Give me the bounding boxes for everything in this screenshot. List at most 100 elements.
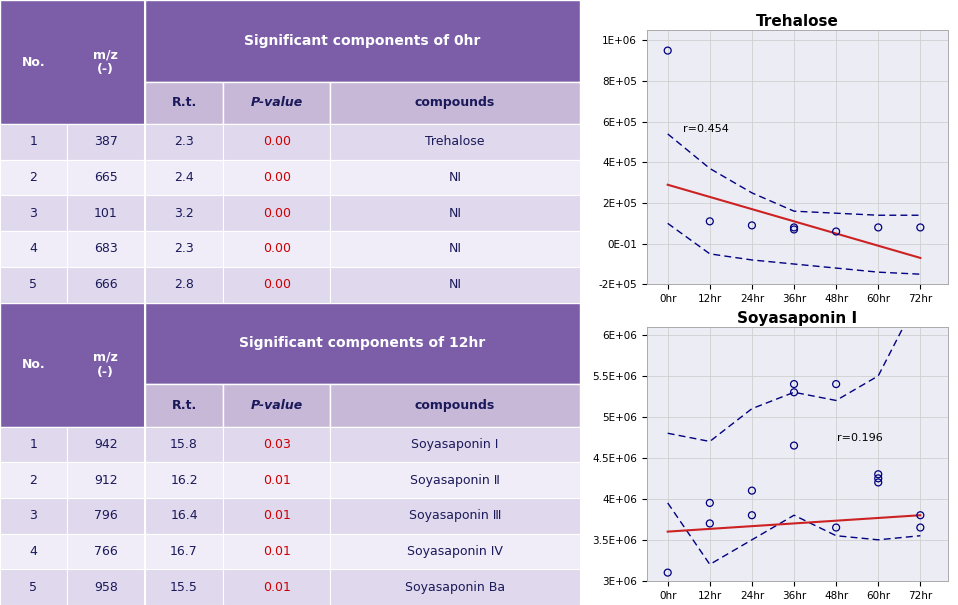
Text: 2: 2 — [30, 171, 37, 184]
Bar — [223, 498, 331, 534]
Text: NI: NI — [448, 171, 462, 184]
Text: 0.01: 0.01 — [262, 545, 290, 558]
Bar — [0, 534, 67, 569]
Bar — [223, 195, 331, 231]
Point — [871, 469, 886, 479]
Bar — [223, 82, 331, 124]
Bar — [0, 124, 67, 160]
Text: r=0.196: r=0.196 — [836, 433, 882, 443]
Text: 3.2: 3.2 — [174, 207, 194, 220]
Bar — [0, 0, 145, 124]
Text: 2: 2 — [30, 474, 37, 486]
Point — [660, 46, 675, 56]
Bar — [331, 124, 580, 160]
Text: 15.8: 15.8 — [171, 438, 198, 451]
Text: m/z
(-): m/z (-) — [93, 48, 118, 76]
Text: R.t.: R.t. — [171, 96, 196, 110]
Point — [871, 477, 886, 487]
Bar — [223, 160, 331, 195]
Bar — [145, 569, 223, 605]
Text: 4: 4 — [30, 545, 37, 558]
Bar — [223, 534, 331, 569]
Text: r=0.454: r=0.454 — [683, 124, 729, 134]
Text: 2.3: 2.3 — [174, 243, 194, 255]
Bar — [331, 498, 580, 534]
Text: 4: 4 — [30, 243, 37, 255]
Bar — [145, 427, 223, 462]
Text: P-value: P-value — [251, 96, 303, 110]
Bar — [223, 124, 331, 160]
Text: 0.01: 0.01 — [262, 474, 290, 486]
Text: Significant components of 12hr: Significant components of 12hr — [240, 336, 486, 350]
Bar — [145, 0, 580, 82]
Bar — [331, 195, 580, 231]
Point — [829, 379, 844, 389]
Bar — [223, 267, 331, 302]
Bar — [0, 569, 67, 605]
Text: P-value: P-value — [251, 399, 303, 412]
Text: 0.01: 0.01 — [262, 581, 290, 594]
Bar — [145, 302, 580, 384]
Text: 16.4: 16.4 — [171, 509, 198, 522]
Text: 0.00: 0.00 — [262, 278, 291, 291]
Point — [829, 523, 844, 532]
Bar — [331, 569, 580, 605]
Bar — [223, 231, 331, 267]
Text: NI: NI — [448, 278, 462, 291]
Bar — [67, 534, 145, 569]
Text: Trehalose: Trehalose — [425, 136, 485, 148]
Text: 3: 3 — [30, 509, 37, 522]
Point — [787, 224, 802, 234]
Text: 0.00: 0.00 — [262, 243, 291, 255]
Point — [744, 511, 760, 520]
Bar — [67, 160, 145, 195]
Bar — [0, 160, 67, 195]
Text: 0.00: 0.00 — [262, 136, 291, 148]
Text: 2.8: 2.8 — [174, 278, 194, 291]
Bar — [331, 534, 580, 569]
Point — [871, 223, 886, 232]
Bar — [145, 195, 223, 231]
Point — [702, 518, 718, 528]
Point — [660, 567, 675, 577]
Bar — [0, 462, 67, 498]
Bar — [145, 384, 223, 427]
Bar — [67, 124, 145, 160]
Point — [787, 440, 802, 450]
Bar — [67, 427, 145, 462]
Bar — [331, 231, 580, 267]
Point — [913, 223, 928, 232]
Text: R.t.: R.t. — [171, 399, 196, 412]
Bar — [145, 498, 223, 534]
Text: 101: 101 — [94, 207, 118, 220]
Text: Soyasaponin Ⅱ: Soyasaponin Ⅱ — [410, 474, 500, 486]
Bar — [0, 231, 67, 267]
Bar — [67, 195, 145, 231]
Bar — [145, 82, 223, 124]
Text: NI: NI — [448, 243, 462, 255]
Bar — [67, 267, 145, 302]
Point — [913, 523, 928, 532]
Point — [744, 221, 760, 231]
Text: 666: 666 — [94, 278, 118, 291]
Bar — [331, 384, 580, 427]
Bar — [67, 462, 145, 498]
Bar — [145, 124, 223, 160]
Point — [829, 227, 844, 237]
Text: No.: No. — [21, 358, 45, 371]
Text: No.: No. — [21, 56, 45, 68]
Text: 3: 3 — [30, 207, 37, 220]
Title: Trehalose: Trehalose — [756, 14, 839, 29]
Bar — [223, 569, 331, 605]
Bar — [67, 569, 145, 605]
Bar — [145, 462, 223, 498]
Text: 912: 912 — [94, 474, 118, 486]
Bar — [145, 160, 223, 195]
Text: 16.2: 16.2 — [171, 474, 198, 486]
Bar — [0, 267, 67, 302]
Text: 2.4: 2.4 — [174, 171, 194, 184]
Point — [702, 217, 718, 226]
Bar — [331, 427, 580, 462]
Text: 1: 1 — [30, 136, 37, 148]
Bar — [67, 231, 145, 267]
